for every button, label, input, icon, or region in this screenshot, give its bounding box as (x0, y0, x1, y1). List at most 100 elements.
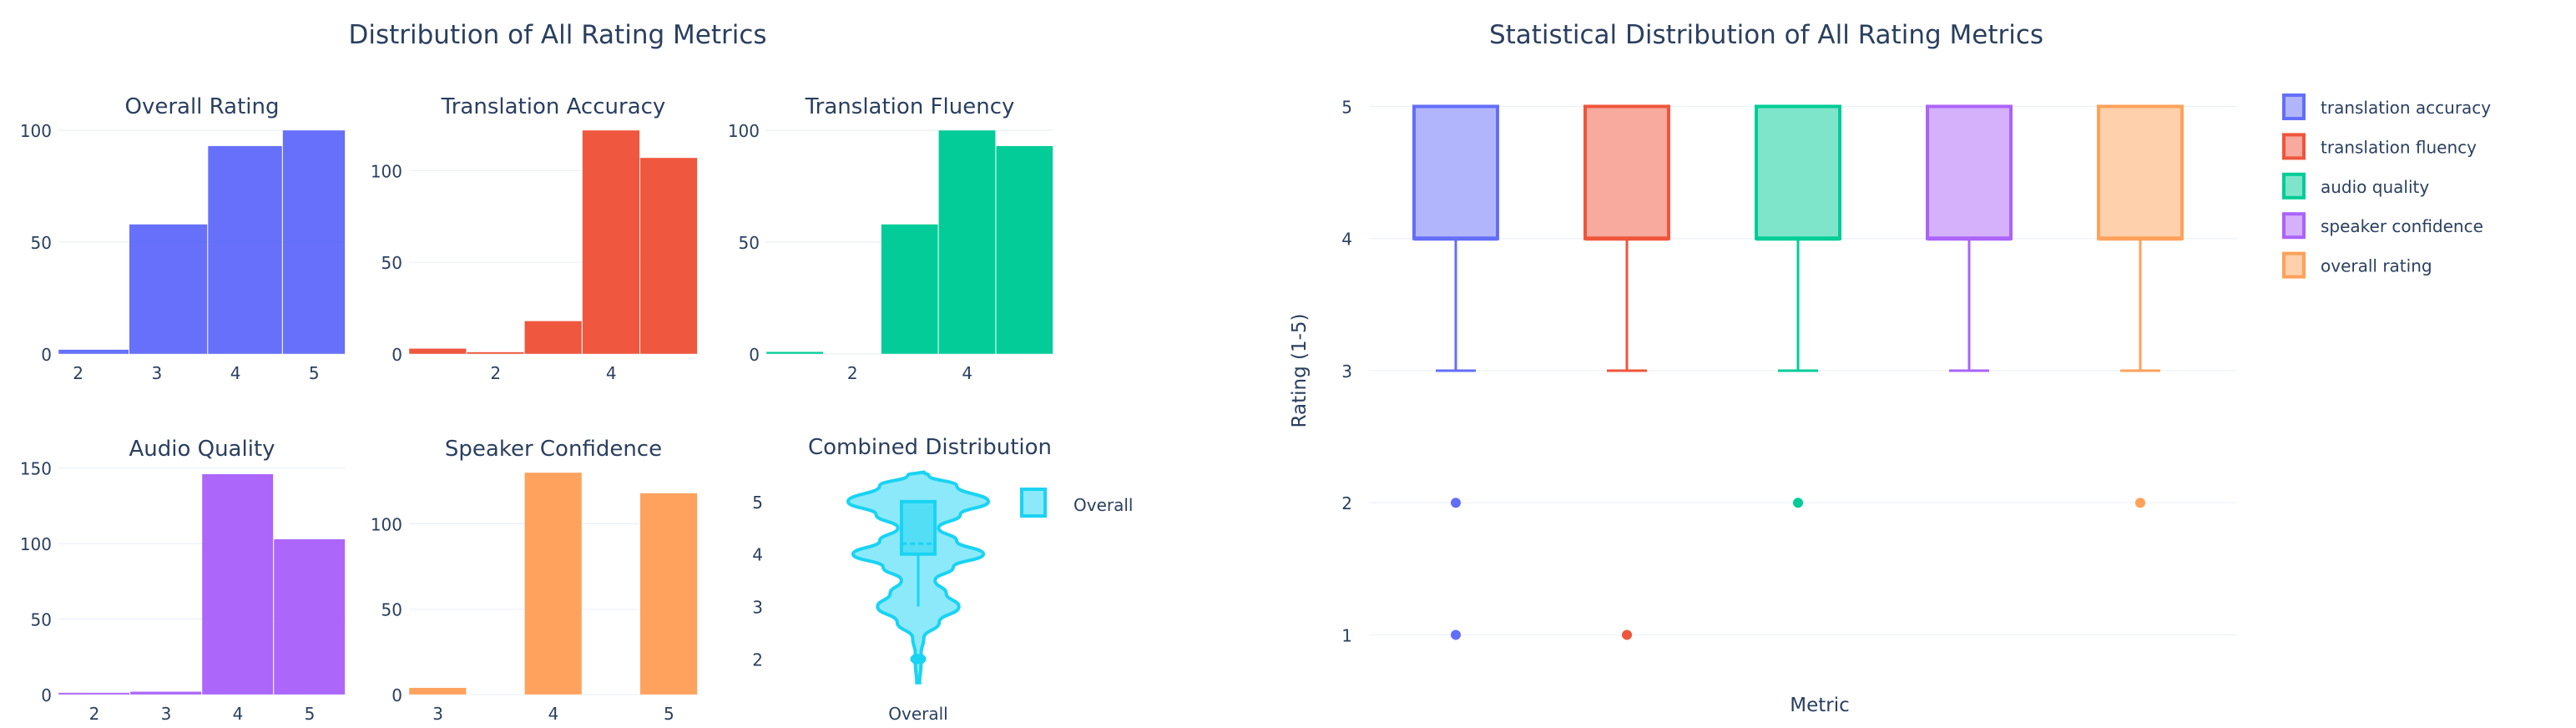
histogram-bar (58, 692, 130, 695)
subplot-title: Translation Fluency (805, 94, 1015, 119)
y-tick-label: 0 (391, 345, 402, 365)
x-tick-label: 5 (664, 704, 674, 724)
subplot-audio-quality: Audio Quality 0 50 100 150 2 3 4 5 (20, 437, 346, 724)
histogram-bar (467, 351, 525, 355)
y-tick-label: 2 (1341, 493, 1352, 513)
legend-item[interactable]: audio quality (2282, 172, 2429, 200)
x-tick-label: 4 (233, 704, 244, 724)
legend-label: Overall (1073, 495, 1133, 515)
violin-inner-box (900, 499, 937, 556)
right-figure-title: Statistical Distribution of All Rating M… (1489, 20, 2043, 50)
legend-item[interactable]: overall rating (2282, 251, 2432, 279)
subplot-combined-distribution: Combined Distribution 2 3 4 5 Overall Overall (752, 435, 1133, 724)
box-outlier-point (1622, 629, 1632, 640)
legend-label: audio quality (2321, 177, 2429, 197)
subplot-overall-rating: Overall Rating 0 50 100 2 3 4 5 (20, 94, 346, 383)
legend-item[interactable]: speaker confidence (2282, 212, 2483, 240)
box-iqr (1926, 104, 2013, 240)
y-tick-label: 100 (371, 514, 402, 534)
x-tick-label: 4 (962, 363, 972, 383)
histogram-bar (408, 348, 467, 355)
subplot-title: Combined Distribution (808, 435, 1052, 460)
legend-label: translation accuracy (2321, 98, 2491, 118)
x-tick-label: 4 (606, 363, 617, 383)
box-translation-fluency (1583, 104, 1670, 640)
subplot-translation-fluency: Translation Fluency 0 50 100 2 4 (728, 94, 1053, 383)
histogram-bar (129, 691, 202, 695)
y-tick-label: 100 (20, 121, 52, 141)
legend-item[interactable]: translation fluency (2282, 133, 2477, 160)
violin-legend-item[interactable]: Overall (1020, 488, 1133, 518)
subplot-title: Overall Rating (124, 94, 279, 119)
legend-swatch (2282, 133, 2306, 160)
box-overall-rating (2097, 104, 2184, 508)
box-iqr (1412, 104, 1499, 240)
y-tick-label: 3 (1341, 361, 1352, 382)
y-tick-label: 1 (1341, 625, 1352, 645)
histogram-bar (582, 129, 640, 355)
y-tick-label: 0 (749, 345, 760, 365)
y-tick-label: 0 (41, 685, 52, 705)
y-tick-label: 100 (728, 121, 760, 141)
y-tick-label: 5 (1341, 97, 1352, 117)
y-tick-label: 150 (20, 459, 52, 479)
left-figure-title: Distribution of All Rating Metrics (348, 20, 766, 50)
legend-swatch (2282, 94, 2306, 120)
histogram-bar (524, 472, 583, 695)
x-tick-label: 5 (305, 704, 316, 724)
box-translation-accuracy (1412, 104, 1499, 640)
statistical-box-plot: 1 2 3 4 5 Rating (1-5) Metric translation accur… (1289, 94, 2491, 716)
x-tick-label: 2 (89, 704, 100, 724)
box-audio-quality (1755, 104, 1841, 508)
y-tick-label: 0 (41, 345, 52, 365)
y-tick-label: 50 (31, 610, 52, 630)
y-tick-label: 5 (752, 493, 763, 513)
box-outlier-point (1451, 629, 1461, 640)
subplot-translation-accuracy: Translation Accuracy 0 50 100 2 4 (371, 94, 698, 383)
histogram-bar (201, 473, 274, 695)
histogram-bar (58, 349, 129, 355)
x-tick-label: 4 (230, 363, 241, 383)
subplot-title: Speaker Confidence (445, 437, 662, 462)
box-iqr (2097, 104, 2184, 240)
x-tick-label: 3 (161, 704, 172, 724)
box-outlier-point (2135, 498, 2145, 508)
histogram-bar (938, 129, 996, 355)
x-tick-label: 2 (490, 363, 501, 383)
histogram-bar (524, 321, 583, 355)
x-tick-label: 3 (432, 704, 443, 724)
histogram-bar (129, 224, 208, 355)
violin-outlier-point (913, 654, 923, 665)
y-axis-label: Rating (1-5) (1289, 314, 1311, 428)
y-tick-label: 100 (371, 161, 402, 181)
legend-swatch (2282, 172, 2306, 200)
legend-item[interactable]: translation accuracy (2282, 94, 2491, 120)
legend-swatch (1020, 488, 1047, 518)
legend-label: speaker confidence (2321, 216, 2483, 236)
legend-label: overall rating (2321, 256, 2432, 276)
y-tick-label: 50 (381, 600, 402, 620)
histogram-bar (408, 687, 467, 695)
histogram-bar (639, 493, 698, 695)
box-iqr (1583, 104, 1670, 240)
y-tick-label: 4 (1341, 230, 1352, 250)
subplot-title: Translation Accuracy (441, 94, 666, 119)
legend-swatch (2282, 251, 2306, 279)
y-tick-label: 2 (752, 650, 763, 670)
legend-label: translation fluency (2321, 137, 2477, 157)
subplot-speaker-confidence: Speaker Confidence 0 50 100 3 4 5 (371, 437, 698, 724)
histogram-bar (881, 224, 938, 355)
histogram-bar (765, 351, 824, 355)
histogram-bar (207, 145, 283, 355)
subplot-title: Audio Quality (129, 437, 275, 462)
x-tick-label: 2 (847, 363, 858, 383)
histogram-bar (282, 129, 346, 355)
box-outlier-point (1793, 498, 1803, 508)
box-iqr (1755, 104, 1841, 240)
legend-swatch (2282, 212, 2306, 240)
x-tick-label: 4 (548, 704, 559, 724)
box-speaker-confidence (1926, 104, 2013, 372)
x-tick-label: 3 (151, 363, 162, 383)
